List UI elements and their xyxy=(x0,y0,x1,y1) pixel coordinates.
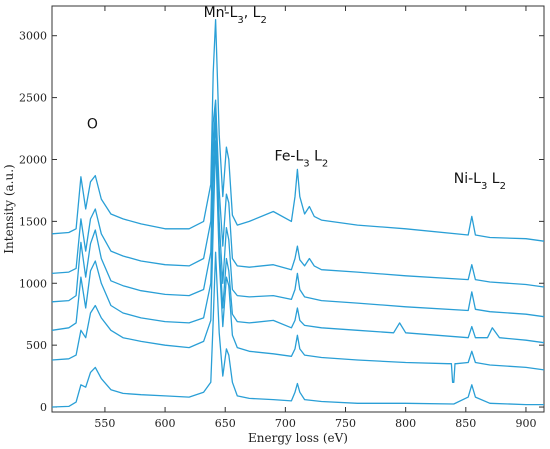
spectrum-line-3 xyxy=(51,115,545,344)
annotation-text: , L xyxy=(244,5,261,21)
x-tick-label: 800 xyxy=(395,417,416,430)
annotation-text: Mn-L xyxy=(204,5,238,21)
spectrum-line-2 xyxy=(51,140,545,383)
annotation-text: Fe-L xyxy=(275,149,304,165)
x-tick-label: 850 xyxy=(455,417,476,430)
y-axis-title: Intensity (a.u.) xyxy=(2,164,16,253)
y-tick-label: 2000 xyxy=(19,153,47,166)
x-tick-label: 700 xyxy=(275,417,296,430)
peak-annotation-3: Fe-L3 L2 xyxy=(275,149,329,170)
x-tick-label: 750 xyxy=(335,417,356,430)
annotation-text: L xyxy=(487,171,499,187)
annotation-subscript: 3 xyxy=(237,15,243,26)
y-tick-label: 500 xyxy=(26,339,47,352)
x-tick-label: 550 xyxy=(94,417,115,430)
plot-frame xyxy=(51,5,545,413)
x-axis-title: Energy loss (eV) xyxy=(248,431,348,445)
annotation-subscript: 2 xyxy=(260,15,266,26)
annotation-subscript: 3 xyxy=(303,158,309,169)
annotation-text: O xyxy=(87,117,98,133)
y-tick-label: 0 xyxy=(40,401,47,414)
y-tick-label: 1500 xyxy=(19,215,47,228)
annotation-subscript: 2 xyxy=(500,181,506,192)
y-tick-label: 1000 xyxy=(19,277,47,290)
annotation-subscript: 3 xyxy=(481,181,487,192)
annotation-text: Ni-L xyxy=(454,171,481,187)
x-tick-label: 600 xyxy=(155,417,176,430)
spectrum-line-6 xyxy=(51,18,545,242)
spectrum-line-1 xyxy=(51,251,544,408)
peak-annotation-2: Mn-L3, L2 xyxy=(204,5,267,26)
spectrum-line-4 xyxy=(51,103,545,318)
y-tick-label: 3000 xyxy=(19,30,47,43)
annotation-text: L xyxy=(310,149,322,165)
peak-annotation-4: Ni-L3 L2 xyxy=(454,171,506,192)
y-tick-label: 2500 xyxy=(19,92,47,105)
x-tick-label: 900 xyxy=(515,417,536,430)
spectrum-line-5 xyxy=(51,99,545,288)
peak-annotation-1: O xyxy=(87,117,98,133)
annotation-subscript: 2 xyxy=(322,158,328,169)
x-tick-label: 650 xyxy=(215,417,236,430)
